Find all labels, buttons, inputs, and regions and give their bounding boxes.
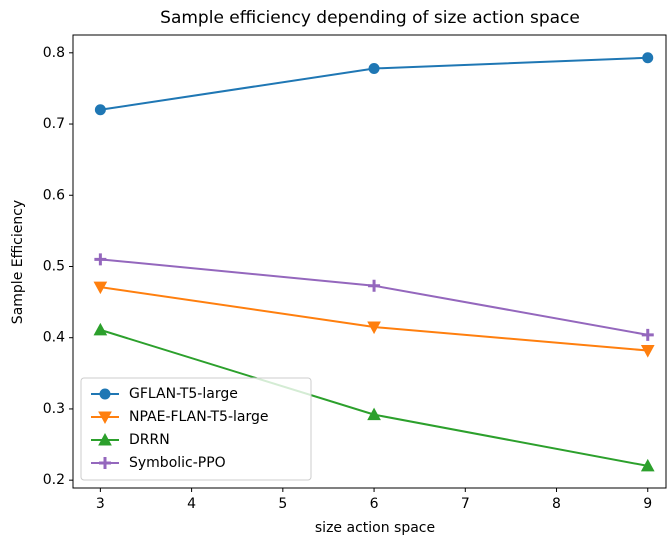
legend-box xyxy=(80,377,312,481)
marker xyxy=(642,52,654,64)
marker xyxy=(93,281,108,295)
x-tick-label: 4 xyxy=(187,496,196,512)
x-tick-label: 9 xyxy=(643,496,652,512)
marker xyxy=(98,432,112,446)
chart-title: Sample efficiency depending of size acti… xyxy=(160,8,580,28)
y-tick-label: 0.7 xyxy=(43,116,65,132)
marker xyxy=(368,62,380,74)
series-line xyxy=(100,286,648,352)
y-tick-label: 0.3 xyxy=(43,401,65,417)
marker xyxy=(641,328,654,341)
y-axis-label: Sample Efficiency xyxy=(10,200,26,324)
marker xyxy=(93,322,108,336)
marker xyxy=(367,407,381,421)
x-tick-label: 8 xyxy=(552,496,561,512)
y-tick-label: 0.5 xyxy=(43,258,65,274)
legend-label: GFLAN-T5-large xyxy=(129,386,238,402)
x-tick-label: 7 xyxy=(461,496,470,512)
y-tick-label: 0.6 xyxy=(43,187,65,203)
legend-label: Symbolic-PPO xyxy=(129,455,226,471)
y-tick-label: 0.4 xyxy=(43,330,65,346)
y-tick-label: 0.2 xyxy=(43,472,65,488)
legend: GFLAN-T5-large NPAE-FLAN-T5-large DRRN Symb… xyxy=(80,377,312,481)
x-tick-label: 5 xyxy=(278,496,287,512)
x-tick-label: 3 xyxy=(96,496,105,512)
marker xyxy=(368,279,381,292)
marker xyxy=(98,411,112,425)
marker xyxy=(367,321,381,335)
marker xyxy=(99,388,111,400)
x-axis-label: size action space xyxy=(315,520,435,536)
y-tick-label: 0.8 xyxy=(43,45,65,61)
marker xyxy=(99,457,111,469)
marker xyxy=(94,104,106,116)
plot-frame xyxy=(72,34,667,489)
x-tick-label: 6 xyxy=(370,496,379,512)
legend-label: DRRN xyxy=(129,432,170,448)
marker xyxy=(640,345,655,358)
marker xyxy=(94,253,107,266)
marker xyxy=(640,458,655,472)
legend-label: NPAE-FLAN-T5-large xyxy=(129,409,268,425)
